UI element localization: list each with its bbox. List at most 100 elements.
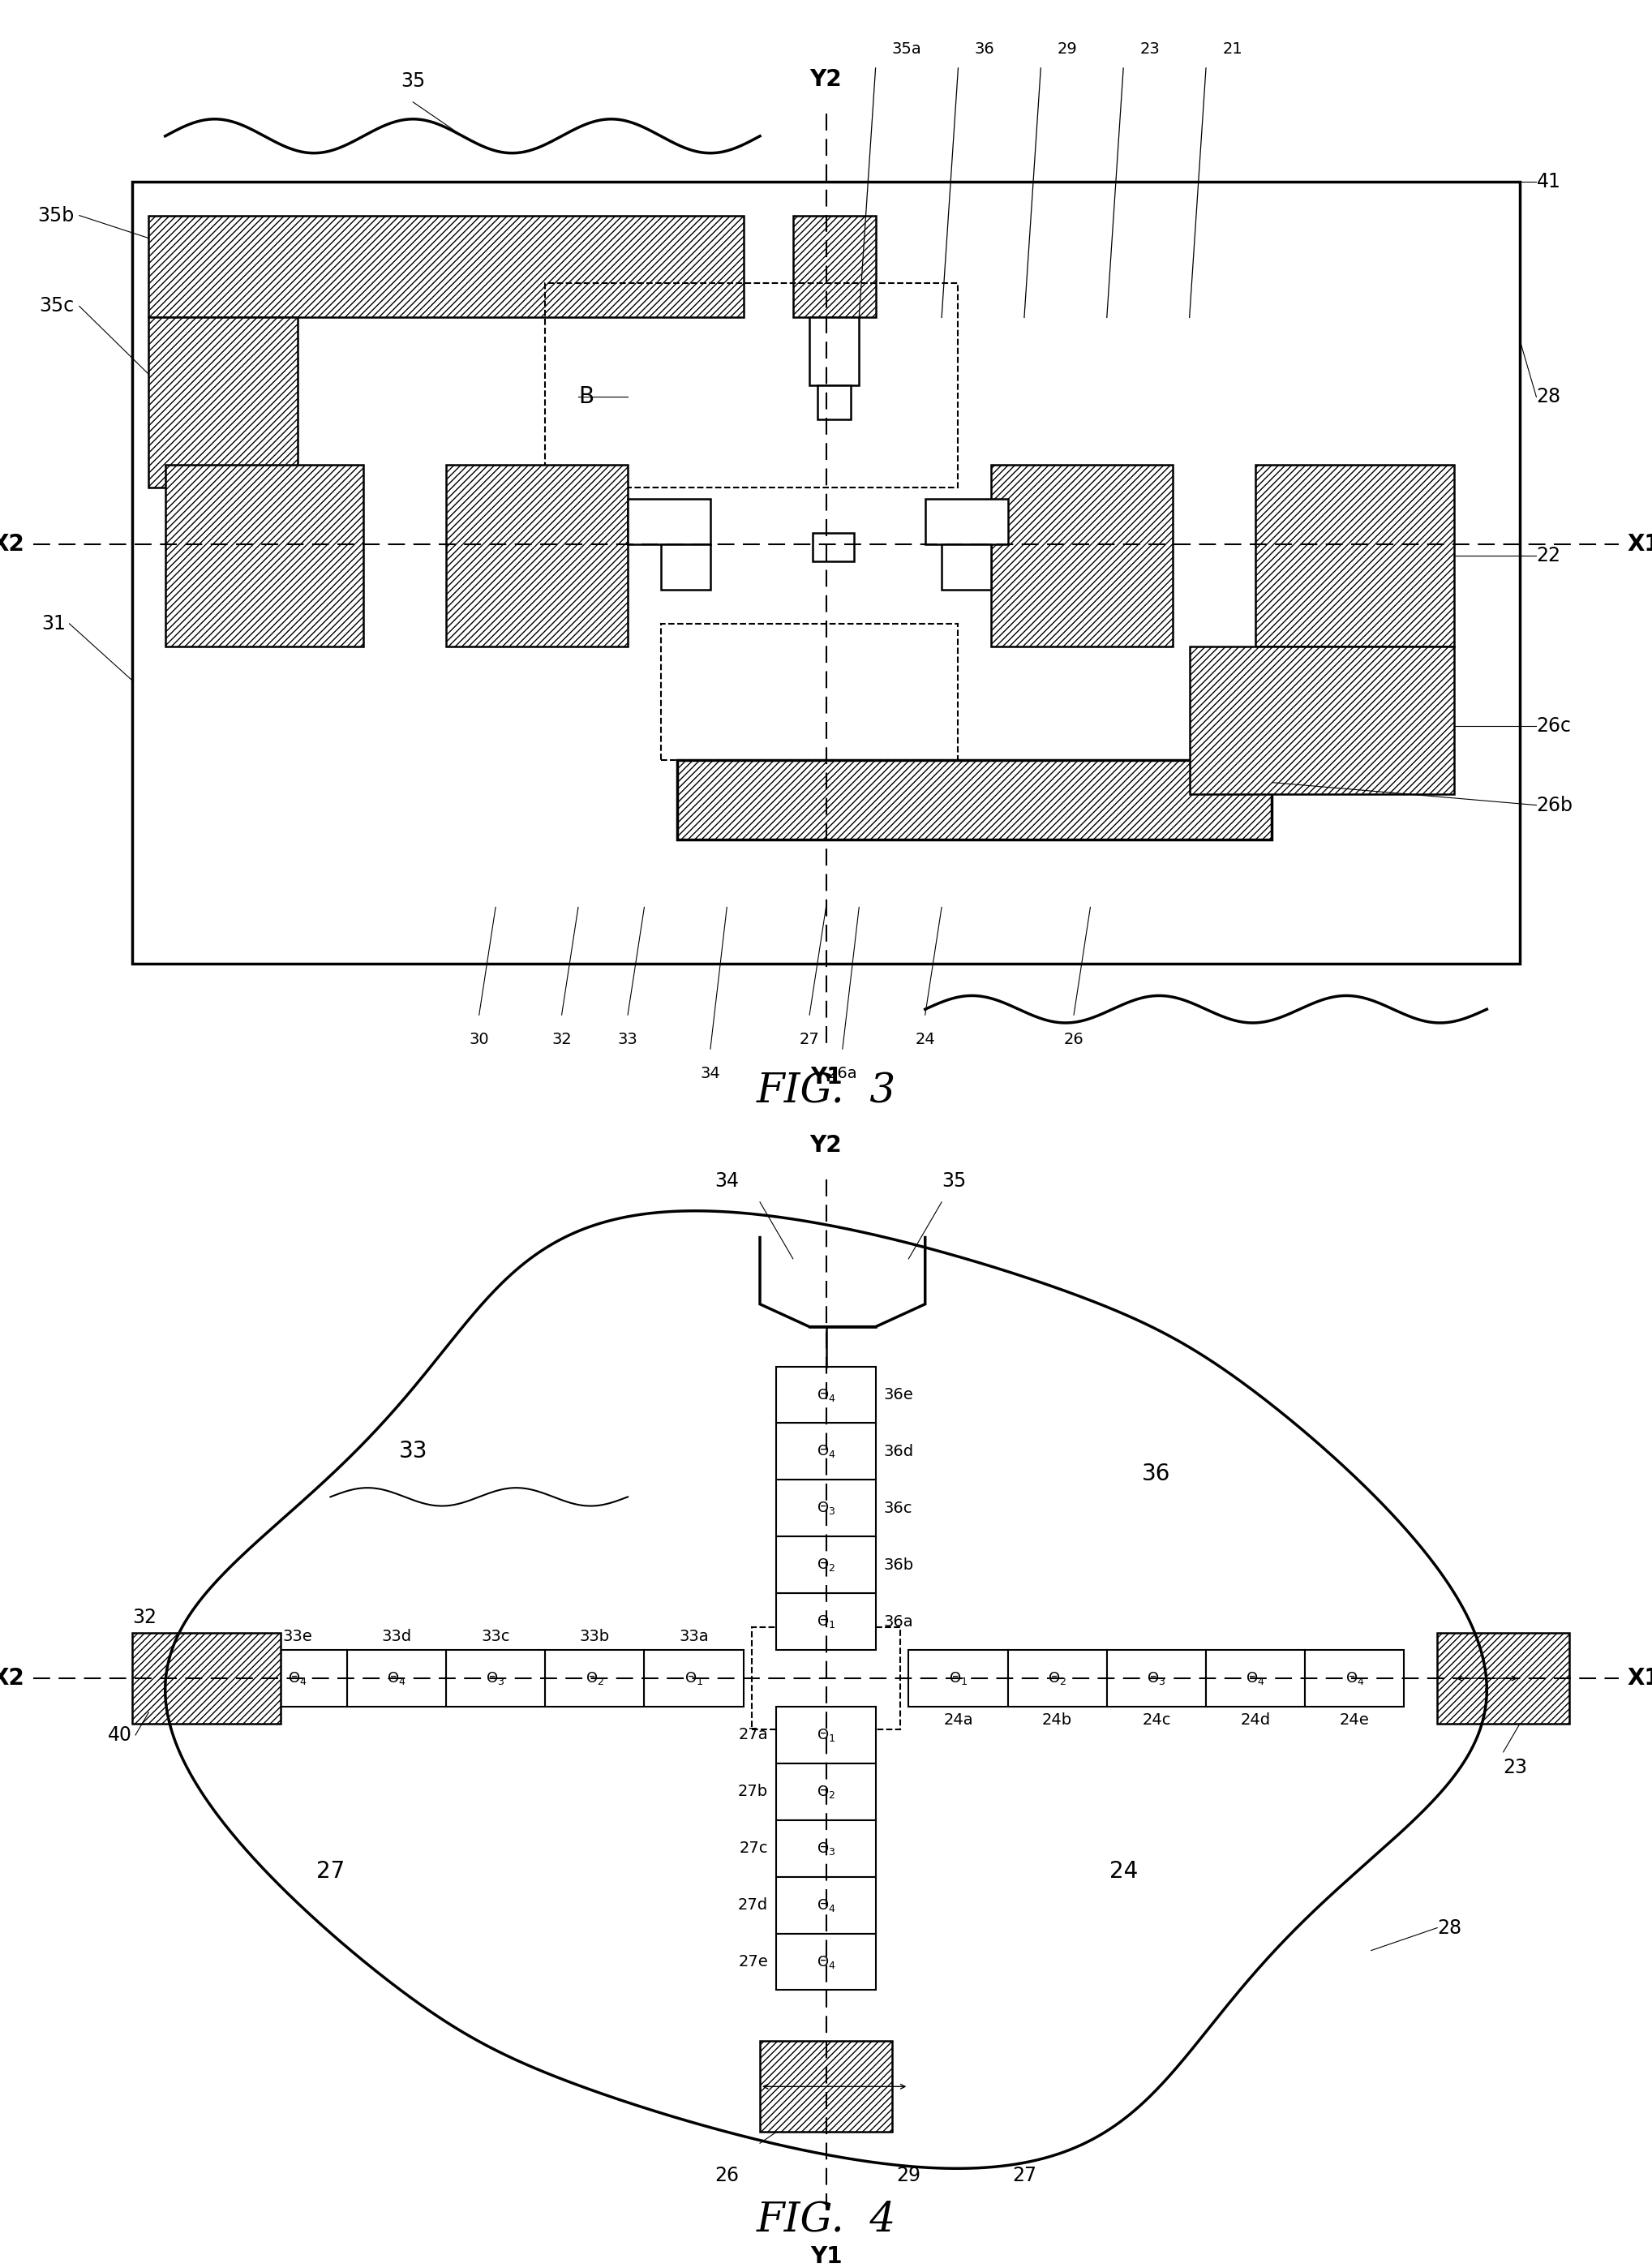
Text: Y1: Y1: [809, 2245, 843, 2268]
Text: 35: 35: [942, 1170, 966, 1191]
Text: 33a: 33a: [679, 1628, 709, 1644]
Text: 26: 26: [715, 2166, 738, 2186]
Bar: [991, 465, 1173, 646]
Text: $\Theta_4$: $\Theta_4$: [816, 1442, 836, 1461]
Text: $\Theta_4$: $\Theta_4$: [1246, 1669, 1265, 1687]
Text: $\Theta_3$: $\Theta_3$: [816, 1499, 836, 1517]
Text: $\Theta_4$: $\Theta_4$: [387, 1669, 406, 1687]
Bar: [132, 181, 1520, 964]
Bar: [776, 1424, 876, 1479]
Text: $\Theta_1$: $\Theta_1$: [816, 1726, 836, 1744]
Text: 24b: 24b: [1042, 1712, 1072, 1728]
Text: 24c: 24c: [1142, 1712, 1171, 1728]
Text: 29: 29: [897, 2166, 920, 2186]
Bar: [446, 1651, 545, 1706]
Bar: [942, 544, 991, 590]
Text: Y2: Y2: [809, 1134, 843, 1157]
Bar: [628, 499, 710, 544]
Text: 21: 21: [1222, 41, 1242, 57]
Bar: [776, 1878, 876, 1932]
Text: $\Theta_1$: $\Theta_1$: [948, 1669, 968, 1687]
Text: 33b: 33b: [580, 1628, 610, 1644]
Bar: [545, 284, 958, 488]
Text: Y1: Y1: [809, 1066, 843, 1089]
Text: 33d: 33d: [382, 1628, 411, 1644]
Bar: [776, 1592, 876, 1651]
Text: 27: 27: [1013, 2166, 1036, 2186]
Bar: [813, 533, 854, 562]
Text: 26b: 26b: [1536, 796, 1573, 814]
Bar: [776, 1538, 876, 1592]
Text: 35a: 35a: [892, 41, 922, 57]
Text: 27: 27: [316, 1860, 345, 1882]
Bar: [1206, 1651, 1305, 1706]
Text: 27d: 27d: [738, 1898, 768, 1912]
Bar: [661, 544, 710, 590]
Bar: [677, 760, 1272, 839]
Text: Y2: Y2: [809, 68, 843, 91]
Text: 36c: 36c: [884, 1501, 912, 1515]
Text: 26c: 26c: [1536, 717, 1571, 735]
Text: 24d: 24d: [1241, 1712, 1270, 1728]
Text: $\Theta_1$: $\Theta_1$: [816, 1613, 836, 1631]
Bar: [1256, 465, 1454, 646]
Bar: [776, 1365, 876, 1424]
Bar: [1008, 1651, 1107, 1706]
Text: 36: 36: [1142, 1463, 1171, 1486]
Bar: [132, 1633, 281, 1724]
Text: $\Theta_4$: $\Theta_4$: [1345, 1669, 1365, 1687]
Text: FIG.  3: FIG. 3: [757, 1070, 895, 1111]
Bar: [1437, 1633, 1569, 1724]
Text: 30: 30: [469, 1032, 489, 1048]
Text: 32: 32: [552, 1032, 572, 1048]
Text: 35: 35: [401, 70, 425, 91]
Text: $\Theta_3$: $\Theta_3$: [486, 1669, 506, 1687]
Text: $\Theta_2$: $\Theta_2$: [816, 1556, 836, 1574]
Text: $\Theta_4$: $\Theta_4$: [816, 1896, 836, 1914]
Text: 24e: 24e: [1340, 1712, 1370, 1728]
Text: 36d: 36d: [884, 1445, 914, 1458]
Text: 27c: 27c: [740, 1842, 768, 1855]
Bar: [752, 1628, 900, 1728]
Text: X2: X2: [0, 533, 25, 556]
Text: 26a: 26a: [828, 1066, 857, 1082]
Bar: [347, 1651, 446, 1706]
Bar: [248, 1651, 347, 1706]
Text: B: B: [578, 386, 593, 408]
Bar: [149, 215, 743, 318]
Text: $\Theta_2$: $\Theta_2$: [1047, 1669, 1067, 1687]
Bar: [776, 1479, 876, 1538]
Text: 34: 34: [700, 1066, 720, 1082]
Text: 29: 29: [1057, 41, 1077, 57]
Text: 41: 41: [1536, 172, 1561, 191]
Bar: [661, 624, 958, 760]
Text: 36a: 36a: [884, 1615, 914, 1628]
Bar: [149, 318, 297, 488]
Bar: [818, 386, 851, 420]
Text: $\Theta_4$: $\Theta_4$: [287, 1669, 307, 1687]
Bar: [644, 1651, 743, 1706]
Bar: [1189, 646, 1454, 794]
Text: 24: 24: [1108, 1860, 1138, 1882]
Text: 40: 40: [107, 1726, 132, 1744]
Text: 35b: 35b: [38, 206, 74, 225]
Text: 27a: 27a: [738, 1728, 768, 1742]
Text: 36: 36: [975, 41, 995, 57]
Text: 36b: 36b: [884, 1558, 914, 1572]
Text: 23: 23: [1140, 41, 1160, 57]
Text: X2: X2: [0, 1667, 25, 1690]
Text: 27: 27: [800, 1032, 819, 1048]
Bar: [760, 2041, 892, 2132]
Bar: [776, 1819, 876, 1878]
Text: $\Theta_2$: $\Theta_2$: [816, 1783, 836, 1801]
Text: 28: 28: [1536, 388, 1561, 406]
Bar: [165, 465, 363, 646]
Bar: [776, 1765, 876, 1819]
Text: 34: 34: [715, 1170, 738, 1191]
Text: 26: 26: [1064, 1032, 1084, 1048]
Text: 28: 28: [1437, 1919, 1462, 1937]
Text: $\Theta_4$: $\Theta_4$: [816, 1386, 836, 1404]
Text: 33c: 33c: [481, 1628, 510, 1644]
Bar: [446, 465, 628, 646]
Text: 32: 32: [132, 1608, 157, 1628]
